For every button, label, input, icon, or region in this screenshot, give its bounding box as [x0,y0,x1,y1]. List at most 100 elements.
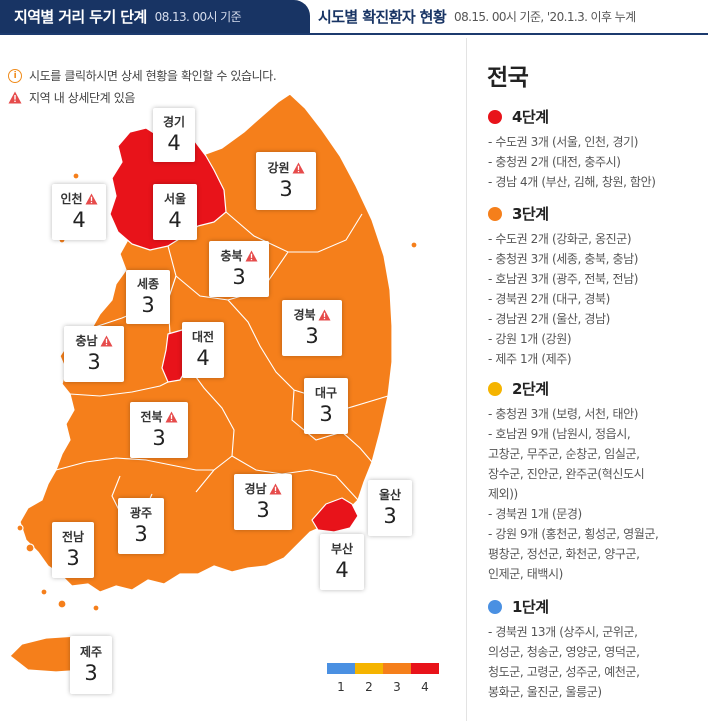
region-level: 3 [279,177,293,201]
region-card-gyeonggi[interactable]: 경기 4 [153,108,195,162]
region-level: 4 [335,558,349,582]
warning-icon [245,250,258,262]
region-name: 경남 [244,482,267,496]
region-card-seoul[interactable]: 서울 4 [153,184,197,240]
region-name: 인천 [60,192,83,206]
island-shape [16,524,24,532]
region-level: 4 [72,208,86,232]
legend-label: 3 [393,680,401,694]
region-level: 3 [305,324,319,348]
legend-label: 4 [421,680,429,694]
region-level: 3 [66,546,80,570]
legend-item-2: 2 [355,663,383,694]
region-name: 충북 [220,249,243,263]
warning-icon [318,309,331,321]
region-card-incheon[interactable]: 인천 4 [52,184,106,240]
korea-map: 경기 4 인천 4 서울 4 강원 3 충북 3 세종 3 충남 3 대전 4 … [0,38,466,721]
region-name: 경기 [162,115,186,129]
list-item: - 충청권 3개 (세종, 충북, 충남) [488,252,639,266]
region-card-gangwon[interactable]: 강원 3 [256,152,316,210]
region-card-gyeongbuk[interactable]: 경북 3 [282,300,342,356]
level-3-section: 3단계 - 수도권 2개 (강화군, 옹진군) - 충청권 3개 (세종, 충북… [478,203,638,369]
region-name: 대전 [191,330,215,344]
list-item: 청도군, 고령군, 성주군, 예천군, [488,665,640,679]
region-level: 4 [168,208,182,232]
region-card-jeonnam[interactable]: 전남 3 [52,522,94,578]
island-shape [410,241,418,249]
list-item: 인제군, 태백시) [488,567,563,581]
region-level: 3 [87,350,101,374]
island-shape [40,588,48,596]
level-1-dot [488,599,502,614]
tab-confirmed-cases-date: 08.15. 00시 기준, '20.1.3. 이후 누계 [454,10,636,24]
region-card-chungnam[interactable]: 충남 3 [64,326,124,382]
level-2-title: 2단계 [512,380,549,398]
legend-label: 1 [337,680,345,694]
warning-icon [100,335,113,347]
region-level: 3 [319,402,333,426]
legend-swatch [355,663,383,674]
region-level: 4 [196,346,210,370]
tab-distancing-level[interactable]: 지역별 거리 두기 단계 08.13. 00시 기준 [0,0,310,33]
list-item: - 수도권 3개 (서울, 인천, 경기) [488,135,639,149]
region-level: 3 [256,498,270,522]
warning-icon [269,483,282,495]
busan-shape [311,497,359,533]
list-item: - 충청권 2개 (대전, 충주시) [488,155,621,169]
region-level: 3 [152,426,166,450]
legend-label: 2 [365,680,373,694]
legend-item-4: 4 [411,663,439,694]
region-level: 4 [167,131,181,155]
list-item: - 경북권 13개 (상주시, 군위군, [488,625,638,639]
region-level: 3 [141,293,155,317]
region-card-sejong[interactable]: 세종 3 [126,270,170,324]
list-item: - 경북권 2개 (대구, 경북) [488,292,610,306]
panel-divider [466,38,467,721]
region-card-busan[interactable]: 부산 4 [320,534,364,590]
info-icon: i [8,68,22,83]
level-2-dot [488,381,502,396]
region-name: 서울 [163,192,187,206]
island-shape [72,172,80,180]
region-name: 세종 [136,277,160,291]
info-note: i 시도를 클릭하시면 상세 현황을 확인할 수 있습니다. [8,67,277,84]
region-card-jeonbuk[interactable]: 전북 3 [130,402,188,458]
region-card-gwangju[interactable]: 광주 3 [118,498,164,554]
region-name: 광주 [129,506,153,520]
region-level: 3 [134,522,148,546]
warning-icon [292,162,305,174]
list-item: - 강원 1개 (강원) [488,332,572,346]
level-3-title: 3단계 [512,205,549,223]
region-card-ulsan[interactable]: 울산 3 [368,480,412,536]
level-summary-panel: 전국 4단계 - 수도권 3개 (서울, 인천, 경기) - 충청권 2개 (대… [478,58,704,699]
region-name: 울산 [378,488,402,502]
level-4-title: 4단계 [512,108,549,126]
region-card-daejeon[interactable]: 대전 4 [182,322,224,378]
legend-item-1: 1 [327,663,355,694]
island-shape [25,543,35,553]
region-name: 전북 [140,410,163,424]
list-item: 의성군, 청송군, 영양군, 영덕군, [488,645,640,659]
list-item: - 수도권 2개 (강화군, 옹진군) [488,232,632,246]
tab-distancing-level-date: 08.13. 00시 기준 [154,10,242,24]
list-item: - 경북권 1개 (문경) [488,507,582,521]
warning-icon [85,193,98,205]
region-card-jeju[interactable]: 제주 3 [70,636,112,694]
region-level: 3 [232,265,246,289]
region-card-gyeongnam[interactable]: 경남 3 [234,474,292,530]
tab-confirmed-cases-label: 시도별 확진환자 현황 [318,8,447,26]
island-shape [92,604,100,612]
list-item: 제외)) [488,487,518,501]
list-item: - 강원 9개 (홍천군, 횡성군, 영월군, [488,527,659,541]
region-card-chungbuk[interactable]: 충북 3 [209,241,269,297]
region-level: 3 [383,504,397,528]
region-level: 3 [84,661,98,685]
warning-icon [8,91,22,104]
region-card-daegu[interactable]: 대구 3 [304,378,348,434]
legend-swatch [411,663,439,674]
info-note-text: 시도를 클릭하시면 상세 현황을 확인할 수 있습니다. [29,69,277,83]
region-name: 충남 [75,334,98,348]
level-legend: 1 2 3 4 [327,663,439,694]
list-item: - 충청권 3개 (보령, 서천, 태안) [488,407,639,421]
tab-confirmed-cases[interactable]: 시도별 확진환자 현황 08.15. 00시 기준, '20.1.3. 이후 누… [318,0,636,33]
